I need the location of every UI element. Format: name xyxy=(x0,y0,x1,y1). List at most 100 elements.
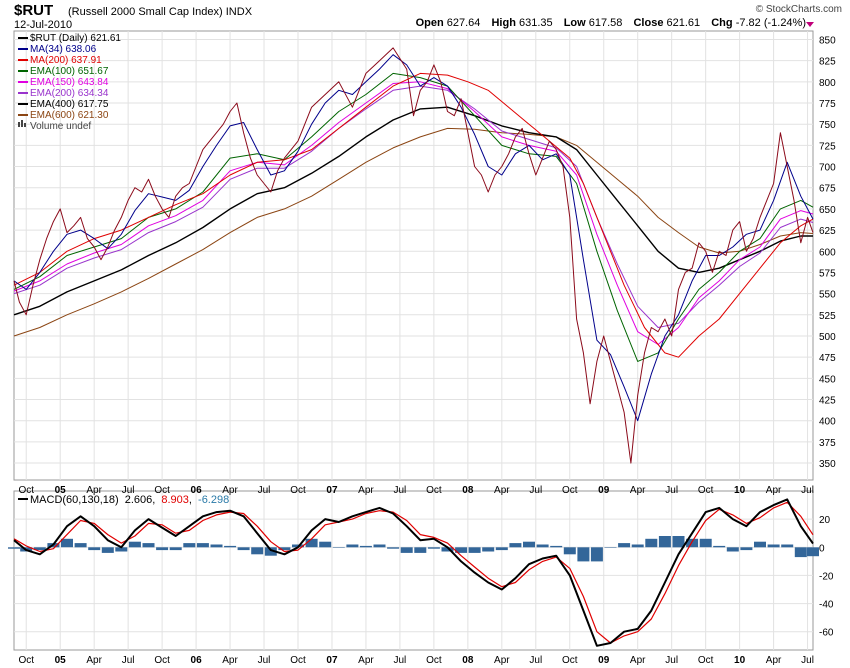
macd-histogram-bar xyxy=(183,543,196,548)
macd-histogram-bar xyxy=(264,547,277,556)
macd-x-tick-label: Apr xyxy=(630,655,646,666)
price-x-tick-label: Oct xyxy=(562,485,578,496)
macd-histogram-bar xyxy=(590,547,603,562)
price-grid xyxy=(14,31,813,480)
macd-y-tick-label: 0 xyxy=(819,543,825,554)
price-y-tick-label: 525 xyxy=(819,311,836,322)
low-value: 617.58 xyxy=(588,17,623,29)
macd-histogram-bar xyxy=(563,547,576,555)
series-ma200-line xyxy=(13,72,814,358)
macd-histogram-bar xyxy=(658,536,671,548)
macd-histogram-bar xyxy=(115,547,128,552)
exchange-label: INDX xyxy=(225,6,253,18)
macd-x-tick-label: 06 xyxy=(191,655,203,666)
price-y-tick-label: 675 xyxy=(819,184,836,195)
price-x-tick-label: Apr xyxy=(222,485,238,496)
macd-x-tick-label: 08 xyxy=(462,655,474,666)
macd-y-tick-label: -60 xyxy=(819,628,834,639)
symbol-name: (Russell 2000 Small Cap Index) INDX xyxy=(68,6,252,18)
price-x-tick-label: Oct xyxy=(154,485,170,496)
series-ema400-line xyxy=(13,106,813,316)
macd-legend-signal: 8.903 xyxy=(161,494,189,506)
price-y-tick-label: 375 xyxy=(819,438,836,449)
macd-x-tick-label: Oct xyxy=(562,655,578,666)
macd-legend: MACD(60,130,18) 2.606, 8.903, -6.298 xyxy=(18,494,229,506)
price-x-tick-label: Apr xyxy=(766,485,782,496)
price-x-tick-label: 09 xyxy=(598,485,610,496)
macd-x-tick-label: Apr xyxy=(358,655,374,666)
macd-x-tick-label: Jul xyxy=(122,655,135,666)
chart-date: 12-Jul-2010 xyxy=(14,19,73,31)
macd-panel-frame xyxy=(13,490,814,651)
macd-x-tick-label: Jul xyxy=(529,655,542,666)
price-x-tick-label: Oct xyxy=(426,485,442,496)
price-x-tick-label: Jul xyxy=(122,485,135,496)
macd-histogram-bar xyxy=(645,538,658,548)
brand-watermark: © StockCharts.com xyxy=(755,4,842,15)
chg-down-arrow-icon xyxy=(806,22,814,27)
price-x-tick-label: Jul xyxy=(801,485,814,496)
macd-histogram-bar xyxy=(359,545,372,548)
legend-entry: EMA(200) 634.34 xyxy=(30,88,109,99)
macd-x-tick-label: Apr xyxy=(222,655,238,666)
macd-x-tick-label: Jul xyxy=(665,655,678,666)
price-y-tick-label: 825 xyxy=(819,57,836,68)
macd-histogram-bar xyxy=(509,543,522,548)
macd-histogram-bar xyxy=(536,544,549,548)
price-x-tick-label: Oct xyxy=(698,485,714,496)
symbol-title: $RUT xyxy=(14,2,54,19)
macd-legend-macd: 2.606 xyxy=(125,494,153,506)
price-x-tick-label: Apr xyxy=(86,485,102,496)
macd-histogram-bar xyxy=(441,547,454,552)
macd-x-tick-label: 09 xyxy=(598,655,610,666)
price-y-tick-label: 400 xyxy=(819,417,836,428)
price-y-tick-label: 475 xyxy=(819,353,836,364)
macd-histogram-bar xyxy=(319,541,332,548)
macd-y-tick-label: -40 xyxy=(819,600,834,611)
macd-histogram-bar xyxy=(577,547,590,562)
macd-x-tick-label: 05 xyxy=(55,655,67,666)
macd-histogram-bar xyxy=(210,544,223,548)
macd-histogram-bar xyxy=(414,547,427,553)
price-y-tick-label: 700 xyxy=(819,163,836,174)
macd-x-tick-label: Apr xyxy=(86,655,102,666)
price-x-tick-label: Oct xyxy=(18,485,34,496)
macd-legend-sep2: , xyxy=(189,494,192,506)
macd-histogram-bar xyxy=(495,547,508,551)
legend-swatch xyxy=(18,70,28,72)
macd-histogram-bar xyxy=(631,544,644,548)
macd-histogram-bar xyxy=(128,541,141,548)
price-x-tick-label: Apr xyxy=(494,485,510,496)
price-y-tick-label: 725 xyxy=(819,141,836,152)
quote-summary: Open 627.64 High 631.35 Low 617.58 Close… xyxy=(416,17,806,29)
low-label: Low xyxy=(563,17,586,29)
macd-histogram-bar xyxy=(523,541,535,548)
macd-x-tick-label: Apr xyxy=(494,655,510,666)
price-y-tick-label: 425 xyxy=(819,396,836,407)
high-label: High xyxy=(491,17,516,29)
macd-legend-label: MACD(60,130,18) xyxy=(30,494,119,506)
price-x-tick-label: Jul xyxy=(529,485,542,496)
macd-histogram-bar xyxy=(400,547,413,553)
macd-series-lines xyxy=(13,498,814,647)
macd-histogram-bar xyxy=(781,544,794,548)
legend-entry: MA(34) 638.06 xyxy=(30,44,97,55)
macd-legend-sep1: , xyxy=(152,494,155,506)
open-label: Open xyxy=(415,17,444,29)
price-y-tick-label: 850 xyxy=(819,35,836,46)
series-ema200-line xyxy=(13,85,814,328)
macd-x-tick-label: Jul xyxy=(394,655,407,666)
macd-x-tick-label: Oct xyxy=(154,655,170,666)
price-x-tick-label: 10 xyxy=(734,485,746,496)
legend-swatch xyxy=(18,59,28,61)
macd-histogram-bar xyxy=(74,543,87,548)
macd-histogram-bar xyxy=(427,547,440,549)
price-x-tick-label: 06 xyxy=(191,485,203,496)
macd-histogram-bar xyxy=(482,547,495,552)
macd-x-tick-label: 10 xyxy=(734,655,746,666)
macd-histogram-bar xyxy=(8,547,20,549)
price-y-tick-label: 750 xyxy=(819,120,836,131)
legend-entry: EMA(150) 643.84 xyxy=(30,77,109,88)
y-tick-labels: 350 375 400 425 450 475 500 525 550 575 600 625 650 6… xyxy=(819,35,836,638)
legend-swatch xyxy=(18,81,28,83)
